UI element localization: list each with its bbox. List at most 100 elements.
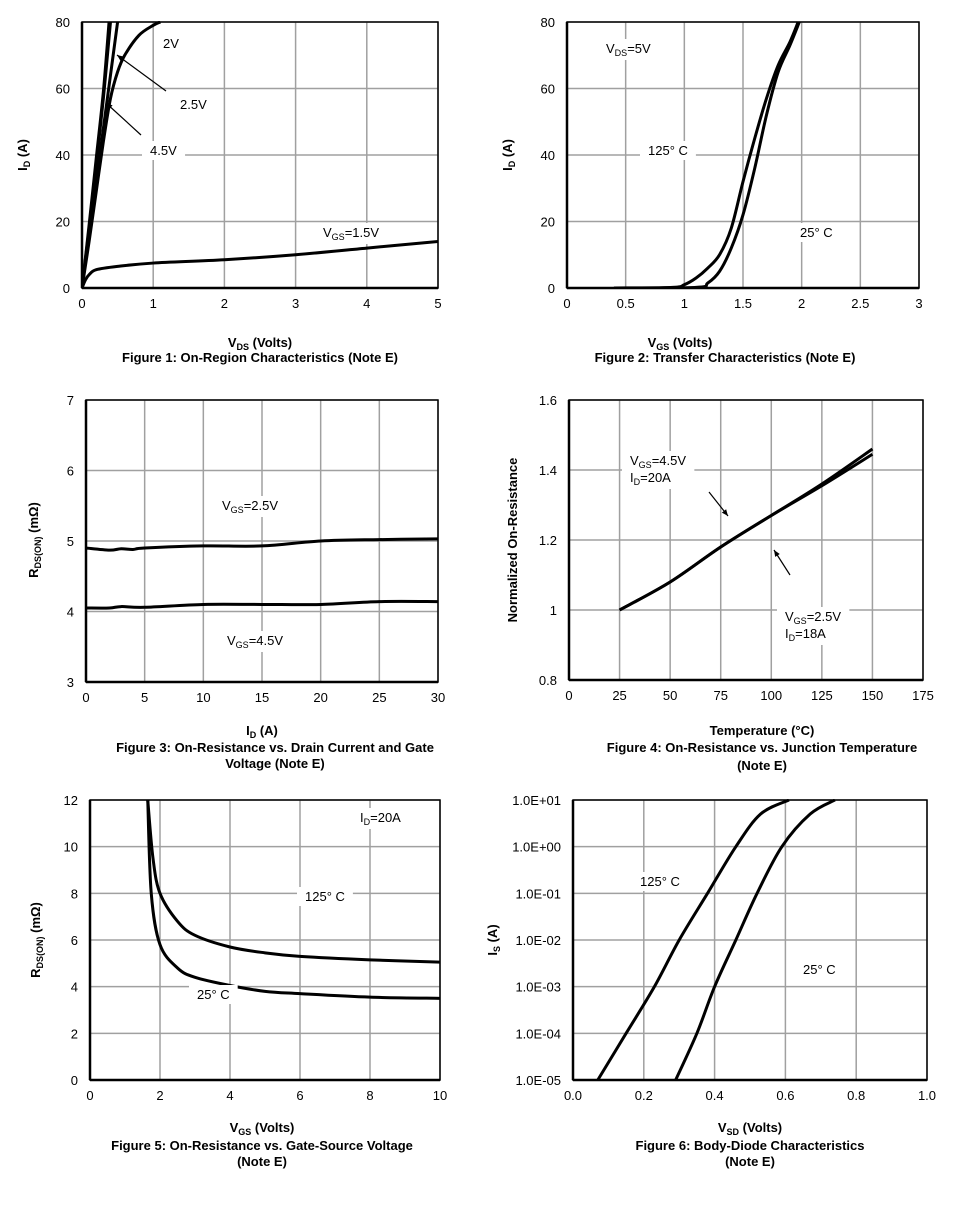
x-tick-label: 0.0	[564, 1088, 582, 1103]
y-axis-title: IS (A)	[485, 924, 502, 955]
figure-caption: Figure 4: On-Resistance vs. Junction Tem…	[607, 740, 917, 755]
x-axis-title: VDS (Volts)	[228, 335, 292, 352]
y-tick-label: 4	[67, 605, 74, 620]
y-tick-label: 1.0E-03	[515, 980, 561, 995]
y-axis-title-base: Normalized On-Resistance	[505, 458, 520, 623]
x-tick-label: 175	[912, 688, 934, 703]
x-axis-title: VSD (Volts)	[718, 1120, 782, 1137]
annotation-label-subscript: D	[789, 633, 796, 643]
y-tick-label: 1.0E-05	[515, 1073, 561, 1088]
annotation-label-tail: =1.5V	[345, 225, 380, 240]
annotation-background	[622, 451, 695, 472]
x-tick-label: 1	[681, 296, 688, 311]
annotation-label: 125° C	[640, 874, 680, 889]
x-tick-label: 150	[862, 688, 884, 703]
annotation-label-base: V	[630, 453, 639, 468]
y-axis-title-subscript: DS(ON)	[35, 936, 45, 968]
annotation-label-tail: =20A	[640, 470, 671, 485]
x-axis-title-tail: (Volts)	[739, 1120, 782, 1135]
y-axis-title-subscript: D	[22, 160, 32, 167]
y-tick-label: 3	[67, 675, 74, 690]
arrowhead-icon	[106, 103, 113, 110]
annotation-label-tail: =20A	[370, 810, 401, 825]
annotation-label-base: V	[222, 498, 231, 513]
x-axis-title-subscript: D	[250, 730, 257, 740]
x-tick-label: 4	[226, 1088, 233, 1103]
annotation-label-base: 125° C	[648, 143, 688, 158]
x-tick-label: 0	[78, 296, 85, 311]
y-axis-title: ID (A)	[500, 139, 517, 171]
y-axis-title-subscript: DS(ON)	[33, 536, 43, 568]
y-tick-label: 1.0E+01	[512, 793, 561, 808]
annotation-label-subscript: GS	[236, 640, 249, 650]
y-tick-label: 1.0E-01	[515, 886, 561, 901]
series-line-1	[86, 599, 438, 610]
annotation-label-base: 25° C	[197, 987, 230, 1002]
annotation-label-base: V	[227, 633, 236, 648]
annotation-background	[792, 223, 841, 242]
annotation-label-tail: =4.5V	[249, 633, 284, 648]
x-tick-label: 10	[433, 1088, 447, 1103]
x-tick-label: 25	[612, 688, 626, 703]
annotation-label-subscript: GS	[639, 460, 652, 470]
annotation-label-subscript: GS	[794, 616, 807, 626]
annotation-background	[172, 95, 216, 114]
annotation-background	[219, 631, 292, 652]
x-axis-title-subscript: GS	[238, 1127, 251, 1137]
y-axis-title: RDS(ON) (mΩ)	[26, 502, 43, 578]
x-axis-title: Temperature (°C)	[710, 723, 815, 738]
series-line-0	[146, 799, 440, 964]
y-tick-label: 80	[541, 15, 555, 30]
annotation-label-subscript: GS	[332, 232, 345, 242]
x-tick-label: 100	[760, 688, 782, 703]
y-tick-label: 1.2	[539, 533, 557, 548]
annotation-background	[189, 985, 238, 1004]
x-axis-title-base: Temperature (°C)	[710, 723, 815, 738]
x-tick-label: 75	[713, 688, 727, 703]
annotation-arrow	[116, 54, 167, 92]
annotation-background	[640, 141, 696, 160]
annotation-label-base: I	[785, 626, 789, 641]
annotation-label: VGS=4.5V	[630, 453, 686, 470]
series-line-1	[613, 21, 801, 289]
annotation-label-subscript: DS	[615, 48, 628, 58]
figure-4: 0 25 50 75 100 125 150 1750.811.21.41.6VGS=4.5V…	[505, 393, 934, 773]
x-tick-label: 30	[431, 690, 445, 705]
series-line-3	[82, 21, 161, 289]
x-tick-label: 3	[915, 296, 922, 311]
annotation-label-tail: =18A	[795, 626, 826, 641]
x-tick-label: 15	[255, 690, 269, 705]
y-axis-title: Normalized On-Resistance	[505, 458, 520, 623]
x-tick-label: 5	[434, 296, 441, 311]
y-axis-title-subscript: S	[492, 946, 502, 952]
y-axis-title-tail: (A)	[15, 139, 30, 161]
annotation-background	[352, 808, 410, 829]
x-tick-label: 0.8	[847, 1088, 865, 1103]
x-tick-label: 20	[313, 690, 327, 705]
x-axis-title-base: V	[230, 1120, 239, 1135]
annotation-label: 4.5V	[150, 143, 177, 158]
x-tick-label: 0	[565, 688, 572, 703]
x-tick-label: 1.5	[734, 296, 752, 311]
y-axis-title-base: R	[26, 568, 41, 578]
x-axis-title-tail: (Volts)	[249, 335, 292, 350]
figure-caption: Figure 2: Transfer Characteristics (Note…	[595, 350, 856, 365]
y-tick-label: 7	[67, 393, 74, 408]
annotation-background	[214, 496, 287, 517]
annotation-label-tail: =4.5V	[652, 453, 687, 468]
annotation-arrow	[105, 102, 142, 136]
y-tick-label: 0	[548, 281, 555, 296]
figure-6: 0.0 0.2 0.4 0.6 0.8 1.0 1.0E-05 1.0E-04 1.0E-03 1…	[485, 793, 936, 1169]
figure-caption: Figure 6: Body-Diode Characteristics	[636, 1138, 865, 1153]
x-tick-label: 0	[82, 690, 89, 705]
y-tick-label: 0	[63, 281, 70, 296]
annotation-label-base: 125° C	[305, 889, 345, 904]
y-tick-label: 10	[64, 840, 78, 855]
y-tick-label: 1.0E-02	[515, 933, 561, 948]
x-tick-label: 0.2	[635, 1088, 653, 1103]
y-axis-title-base: I	[500, 167, 515, 171]
series-line-0	[596, 799, 790, 1081]
